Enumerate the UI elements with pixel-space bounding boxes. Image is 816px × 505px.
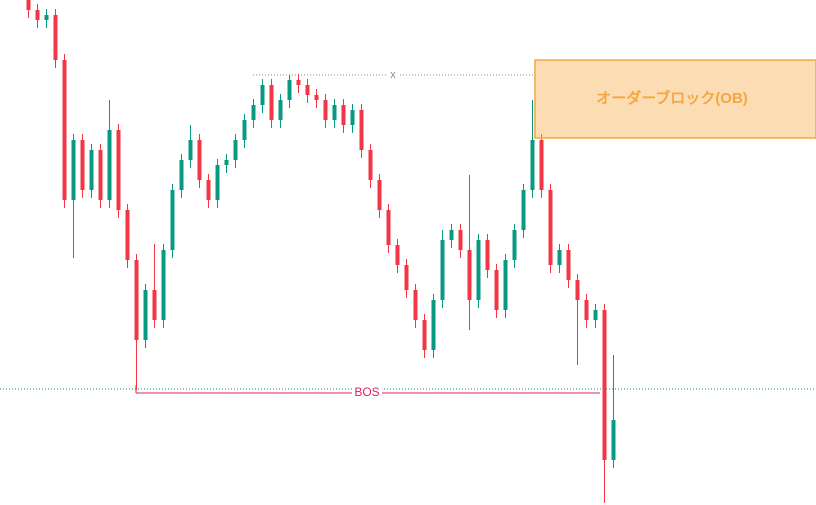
candle-body — [80, 140, 85, 190]
candle-body — [494, 270, 499, 310]
candle-body — [71, 140, 76, 200]
candle-body — [107, 130, 112, 200]
candle-body — [305, 85, 310, 95]
candle-body — [386, 210, 391, 245]
candle-body — [53, 15, 58, 60]
candle-body — [341, 105, 346, 125]
candle-body — [170, 190, 175, 250]
candle-body — [233, 140, 238, 160]
candle-body — [422, 320, 427, 350]
candle-body — [44, 15, 49, 20]
candle-body — [539, 140, 544, 190]
candle-body — [584, 300, 589, 320]
candle-body — [566, 250, 571, 280]
candle-body — [242, 120, 247, 140]
candle-body — [593, 310, 598, 320]
candle-body — [503, 260, 508, 310]
candle-body — [215, 165, 220, 200]
candle-body — [287, 80, 292, 100]
candle-body — [26, 0, 31, 10]
candle-body — [521, 190, 526, 230]
candle-body — [404, 265, 409, 290]
candle-body — [116, 130, 121, 210]
candle-body — [413, 290, 418, 320]
candle-body — [548, 190, 553, 265]
label-bg — [387, 69, 399, 81]
candle-body — [431, 300, 436, 350]
candle-body — [206, 180, 211, 200]
candle-body — [350, 110, 355, 125]
candle-body — [368, 150, 373, 180]
candle-body — [278, 100, 283, 120]
candle-body — [476, 240, 481, 300]
candle-body — [179, 160, 184, 190]
candle-body — [377, 180, 382, 210]
candle-body — [611, 420, 616, 460]
candle-body — [359, 110, 364, 150]
candle-body — [89, 150, 94, 190]
candle-body — [224, 160, 229, 165]
candle-body — [458, 230, 463, 250]
candle-body — [530, 140, 535, 190]
candle-body — [395, 245, 400, 265]
candle-body — [62, 60, 67, 200]
candle-body — [296, 80, 301, 85]
bos-label: BOS — [354, 385, 379, 399]
candle-body — [269, 85, 274, 120]
candle-body — [512, 230, 517, 260]
candle-body — [260, 85, 265, 105]
candle-body — [332, 105, 337, 120]
candle-body — [449, 230, 454, 240]
candle-body — [98, 150, 103, 200]
candle-body — [557, 250, 562, 265]
label-bg — [352, 386, 382, 400]
candle-body — [575, 280, 580, 300]
candle-body — [143, 290, 148, 340]
candle-body — [440, 240, 445, 300]
candle-body — [161, 250, 166, 320]
candle-body — [197, 140, 202, 180]
candle-body — [251, 105, 256, 120]
candle-body — [467, 250, 472, 300]
order-block — [534, 59, 816, 139]
candle-body — [125, 210, 130, 260]
candle-body — [35, 10, 40, 20]
candle-body — [485, 240, 490, 270]
candle-body — [602, 310, 607, 460]
swing-high-label: x — [390, 69, 396, 81]
candle-body — [134, 260, 139, 340]
order-block-label: オーダーブロック(OB) — [596, 89, 748, 107]
candle-body — [323, 100, 328, 120]
candle-body — [314, 95, 319, 100]
candle-body — [188, 140, 193, 160]
candle-body — [152, 290, 157, 320]
